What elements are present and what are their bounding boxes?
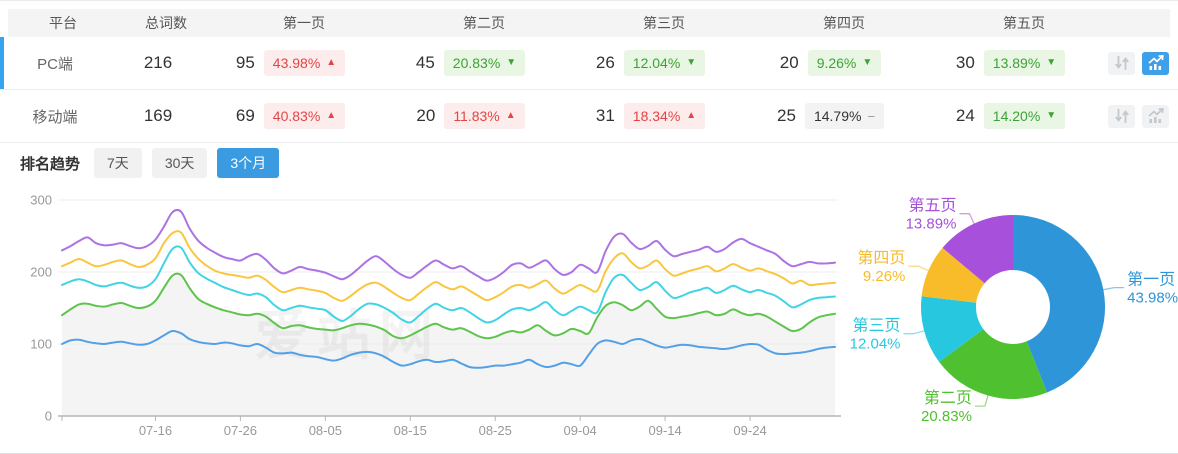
page4-count: 20: [779, 53, 799, 72]
area-fill-green: [62, 273, 835, 416]
x-axis-label: 09-24: [733, 423, 766, 438]
slice-label-name: 第一页: [1127, 271, 1175, 289]
rank-table: 平台 总词数 第一页 第二页 第三页 第四页 第五页 PC端 216 95 43…: [0, 9, 1178, 143]
label-leader-line: [959, 213, 976, 225]
donut-slice-1[interactable]: [1013, 215, 1106, 393]
page4-cell: 20 9.26% ▼: [746, 50, 926, 76]
col-total-words: 总词数: [145, 15, 187, 31]
x-axis-label: 09-04: [564, 423, 597, 438]
total-words-value: 216: [143, 53, 173, 72]
page3-change-badge: 18.34% ▲: [623, 103, 706, 129]
trend-line-blue[interactable]: [61, 329, 836, 369]
label-leader-line: [908, 265, 930, 272]
slice-label-pct: 13.89%: [906, 216, 957, 233]
trend-title: 排名趋势: [20, 155, 81, 173]
page4-change-badge: 9.26% ▼: [807, 50, 882, 76]
page5-cell: 30 13.89% ▼: [926, 50, 1106, 76]
x-axis-label: 07-26: [224, 423, 257, 438]
trend-chart-icon: [1147, 55, 1164, 70]
page5-count: 24: [955, 106, 975, 125]
table-row-mobile[interactable]: 移动端 169 69 40.83% ▲ 20 11.83% ▲ 31 18.34% ▲…: [0, 90, 1178, 143]
slice-label-name: 第二页: [924, 389, 972, 407]
col-page-3: 第三页: [643, 15, 685, 31]
x-axis-label: 08-15: [394, 423, 427, 438]
col-page-1: 第一页: [283, 15, 325, 31]
page2-count: 20: [416, 106, 436, 125]
x-axis-label: 07-16: [139, 423, 172, 438]
sort-arrows-button[interactable]: [1108, 104, 1135, 128]
tab-3-months[interactable]: 3个月: [217, 148, 280, 178]
platform-label: PC端: [37, 55, 73, 73]
page1-change-badge: 40.83% ▲: [263, 103, 346, 129]
x-axis-label: 08-05: [309, 423, 342, 438]
slice-label-pct: 9.26%: [863, 268, 906, 285]
trend-line-green[interactable]: [61, 272, 836, 340]
page4-cell: 25 14.79% −: [746, 103, 926, 129]
label-leader-line: [903, 329, 926, 335]
trend-toolbar: 排名趋势 7天 30天 3个月: [20, 148, 280, 178]
page5-change-badge: 14.20% ▼: [983, 103, 1066, 129]
x-axis-label: 09-14: [648, 423, 681, 438]
slice-label-name: 第四页: [857, 249, 905, 267]
sort-arrows-icon: [1114, 109, 1129, 123]
slice-label-name: 第三页: [852, 317, 900, 335]
table-header: 平台 总词数 第一页 第二页 第三页 第四页 第五页: [8, 9, 1170, 37]
page3-cell: 26 12.04% ▼: [566, 50, 746, 76]
slice-label-pct: 43.98%: [1127, 290, 1178, 307]
y-axis-label: 100: [30, 337, 52, 352]
total-words-value: 169: [143, 106, 173, 125]
table-row-pc[interactable]: PC端 216 95 43.98% ▲ 45 20.83% ▼ 26 12.04% ▼…: [0, 37, 1178, 90]
label-leader-line: [1102, 286, 1125, 291]
page1-change-badge: 43.98% ▲: [263, 50, 346, 76]
page5-cell: 24 14.20% ▼: [926, 103, 1106, 129]
tab-7-days[interactable]: 7天: [94, 148, 142, 178]
page4-change-badge: 14.79% −: [804, 103, 885, 129]
page3-change-badge: 12.04% ▼: [623, 50, 706, 76]
slice-label-pct: 20.83%: [921, 408, 972, 425]
page2-change-badge: 11.83% ▲: [444, 103, 525, 129]
col-page-4: 第四页: [823, 15, 865, 31]
page3-cell: 31 18.34% ▲: [566, 103, 746, 129]
label-leader-line: [974, 394, 989, 407]
slice-label-pct: 12.04%: [850, 336, 901, 353]
page2-cell: 45 20.83% ▼: [386, 50, 566, 76]
page5-change-badge: 13.89% ▼: [983, 50, 1066, 76]
trend-line-purple[interactable]: [61, 208, 836, 282]
rank-trend-line-chart: 爱站网 0 100 200 300 07-16 07-26 08-05 08-15 08-25 0…: [30, 193, 841, 438]
page1-count: 69: [235, 106, 255, 125]
row-actions: [1106, 51, 1178, 75]
page1-cell: 95 43.98% ▲: [206, 50, 386, 76]
watermark: 爱站网: [255, 306, 441, 366]
page5-count: 30: [955, 53, 975, 72]
col-page-2: 第二页: [463, 15, 505, 31]
trend-chart-icon: [1147, 108, 1164, 123]
page2-cell: 20 11.83% ▲: [386, 103, 566, 129]
trend-chart-button[interactable]: [1142, 51, 1169, 75]
y-axis-label: 0: [45, 409, 52, 424]
page2-change-badge: 20.83% ▼: [443, 50, 526, 76]
page3-count: 26: [595, 53, 615, 72]
trend-chart-button[interactable]: [1142, 104, 1169, 128]
x-axis-label: 08-25: [479, 423, 512, 438]
sort-arrows-icon: [1114, 56, 1129, 70]
page3-count: 31: [595, 106, 615, 125]
y-axis-label: 200: [30, 265, 52, 280]
page1-count: 95: [235, 53, 255, 72]
trend-line-yellow[interactable]: [61, 230, 836, 302]
sort-arrows-button[interactable]: [1108, 51, 1135, 75]
tab-30-days[interactable]: 30天: [151, 148, 208, 178]
trend-line-cyan[interactable]: [61, 245, 836, 324]
platform-label: 移动端: [32, 108, 78, 126]
page4-count: 25: [777, 106, 796, 125]
page1-cell: 69 40.83% ▲: [206, 103, 386, 129]
y-axis-label: 300: [30, 193, 52, 208]
col-platform: 平台: [49, 15, 77, 31]
row-actions: [1106, 104, 1178, 128]
col-page-5: 第五页: [1003, 15, 1045, 31]
slice-label-name: 第五页: [908, 197, 956, 215]
donut-hole: [976, 270, 1050, 344]
page2-count: 45: [415, 53, 435, 72]
